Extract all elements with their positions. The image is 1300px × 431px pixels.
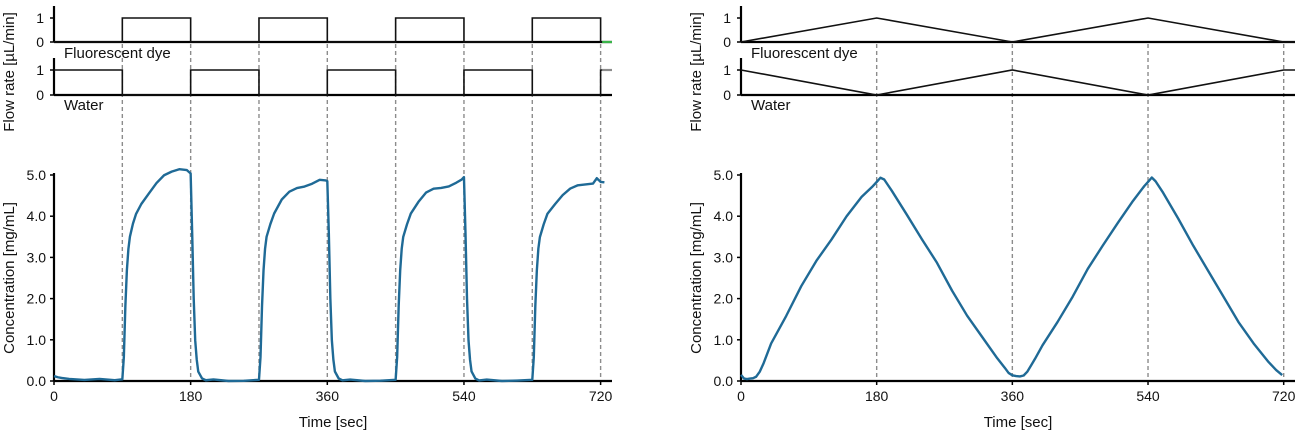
fluorescent-tick-label-1: 1: [723, 10, 731, 26]
fluorescent-tick-label-0: 0: [36, 34, 44, 50]
conc-y-tick-label: 5.0: [27, 167, 47, 183]
water-series-label: Water: [64, 97, 103, 114]
conc-xlabel: Time [sec]: [299, 414, 368, 431]
water-series-label: Water: [751, 97, 790, 114]
conc-x-tick-label: 360: [1001, 388, 1025, 404]
conc-y-tick-label: 0.0: [27, 373, 47, 389]
water-tick-label-1: 1: [36, 62, 44, 78]
concentration-trace: [740, 176, 1283, 381]
conc-y-tick-label: 0.0: [714, 373, 734, 389]
conc-y-tick-label: 1.0: [27, 332, 47, 348]
right-panel: 1 0 Fluorescent dye 1 0 Water Flow rate [µL/mi…: [688, 6, 1296, 431]
conc-y-tick-label: 3.0: [27, 249, 47, 265]
conc-x-tick-label: 540: [1136, 388, 1160, 404]
conc-x-tick-label: 720: [589, 388, 613, 404]
conc-x-tick-label: 0: [737, 388, 745, 404]
conc-x-tick-label: 360: [316, 388, 340, 404]
conc-y-tick-label: 5.0: [714, 167, 734, 183]
concentration-trace: [53, 168, 605, 383]
fluorescent-series-label: Fluorescent dye: [64, 45, 171, 62]
conc-ylabel: Concentration [mg/mL]: [1, 202, 18, 354]
conc-x-tick-label: 720: [1272, 388, 1296, 404]
water-tick-label-0: 0: [723, 87, 731, 103]
conc-y-tick-label: 2.0: [714, 291, 734, 307]
conc-xlabel: Time [sec]: [984, 414, 1053, 431]
conc-y-tick-label: 4.0: [714, 208, 734, 224]
water-flow-line: [740, 69, 1295, 96]
flow-rate-ylabel: Flow rate [µL/min]: [1, 12, 18, 132]
conc-ylabel: Concentration [mg/mL]: [688, 202, 705, 354]
conc-x-tick-label: 180: [179, 388, 203, 404]
conc-y-tick-label: 1.0: [714, 332, 734, 348]
water-tick-label-1: 1: [723, 62, 731, 78]
flow-rate-ylabel: Flow rate [µL/min]: [688, 12, 705, 132]
conc-x-tick-label: 540: [452, 388, 476, 404]
water-flow-line: [54, 69, 612, 96]
fluorescent-flow-line: [740, 17, 1295, 43]
conc-x-tick-label: 180: [865, 388, 889, 404]
conc-x-tick-label: 0: [50, 388, 58, 404]
left-panel: 1 0 Fluorescent dye 1 0 Water Flow rate [µL/mi…: [1, 6, 613, 431]
water-tick-label-0: 0: [36, 87, 44, 103]
fluorescent-series-label: Fluorescent dye: [751, 45, 858, 62]
conc-y-tick-label: 4.0: [27, 208, 47, 224]
fluorescent-tick-label-0: 0: [723, 34, 731, 50]
fluorescent-flow-line: [54, 17, 612, 43]
conc-y-tick-label: 2.0: [27, 291, 47, 307]
fluorescent-tick-label-1: 1: [36, 10, 44, 26]
conc-y-tick-label: 3.0: [714, 249, 734, 265]
